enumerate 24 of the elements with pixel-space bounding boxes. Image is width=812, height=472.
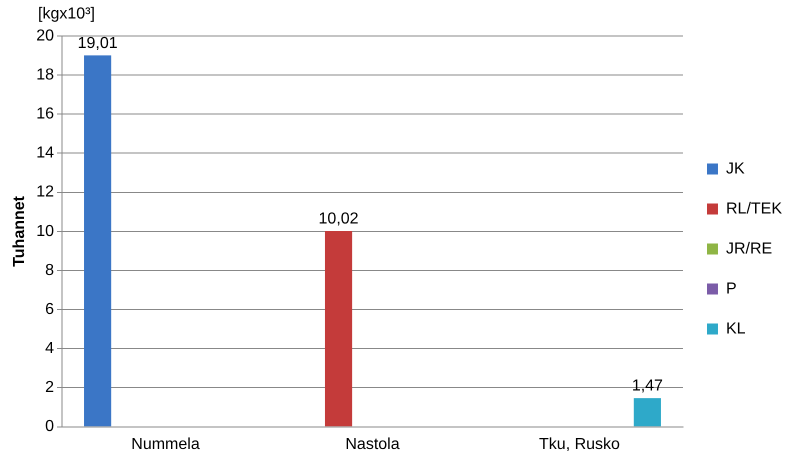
text: [kgx10³]: [38, 5, 95, 22]
y-tick-label: 18: [36, 66, 54, 84]
y-tick-label: 14: [36, 144, 54, 162]
x-tick-label: Tku, Rusko: [539, 436, 620, 453]
data-label: 1,47: [632, 377, 664, 394]
legend-label: KL: [726, 320, 746, 338]
y-axis-title: Tuhannet: [11, 195, 28, 267]
y-tick-label: 20: [36, 27, 54, 44]
y-tick-label: 16: [36, 106, 54, 123]
data-label: 19,01: [78, 34, 118, 52]
legend-label: RL/TEK: [726, 200, 782, 218]
y-tick-label: 6: [45, 300, 54, 318]
legend-label: JK: [726, 160, 745, 178]
y-tick-label: 4: [45, 340, 54, 358]
data-label: 10,02: [318, 210, 359, 228]
y-tick-label: 2: [45, 379, 54, 396]
x-tick-label: Nastola: [345, 436, 400, 453]
y-tick-label: 12: [36, 184, 54, 201]
y-tick-label: 8: [45, 262, 54, 279]
y-tick-label: 0: [45, 418, 54, 436]
y-tick-label: 10: [36, 222, 54, 240]
x-tick-label: Nummela: [131, 436, 200, 453]
legend-label: P: [726, 280, 737, 298]
legend-label: JR/RE: [726, 240, 772, 258]
